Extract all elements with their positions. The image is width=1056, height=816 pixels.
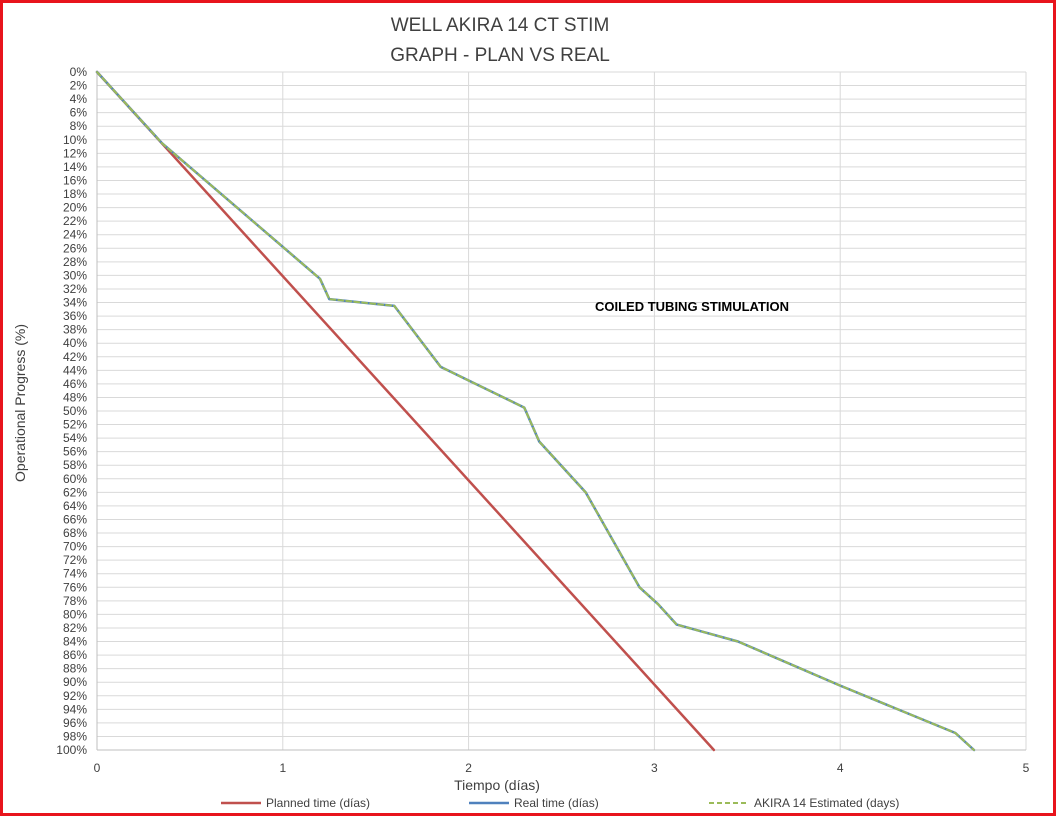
y-axis-label: Operational Progress (%) xyxy=(12,324,28,482)
y-tick-label: 86% xyxy=(63,648,87,662)
y-tick-label: 90% xyxy=(63,675,87,689)
y-tick-label: 60% xyxy=(63,472,87,486)
y-tick-label: 98% xyxy=(63,729,87,743)
axes xyxy=(96,72,1026,751)
y-tick-label: 24% xyxy=(63,228,87,242)
x-tick-label: 5 xyxy=(1023,761,1030,775)
y-tick-label: 84% xyxy=(63,635,87,649)
y-tick-label: 80% xyxy=(63,607,87,621)
y-tick-label: 12% xyxy=(63,146,87,160)
line-chart: WELL AKIRA 14 CT STIM GRAPH - PLAN VS RE… xyxy=(12,15,1030,810)
y-tick-label: 68% xyxy=(63,526,87,540)
y-tick-label: 50% xyxy=(63,404,87,418)
y-tick-label: 64% xyxy=(63,499,87,513)
y-tick-label: 44% xyxy=(63,363,87,377)
legend-entry-label: Planned time (días) xyxy=(266,796,370,810)
x-tick-label: 4 xyxy=(837,761,844,775)
y-tick-label: 62% xyxy=(63,485,87,499)
y-tick-label: 76% xyxy=(63,580,87,594)
chart-title: WELL AKIRA 14 CT STIM GRAPH - PLAN VS RE… xyxy=(390,15,610,66)
y-tick-label: 66% xyxy=(63,512,87,526)
y-tick-label: 70% xyxy=(63,540,87,554)
y-tick-label: 30% xyxy=(63,268,87,282)
y-tick-label: 14% xyxy=(63,160,87,174)
legend: Planned time (días) Real time (días) AKIRA… xyxy=(221,796,899,810)
y-tick-label: 52% xyxy=(63,418,87,432)
y-tick-label: 22% xyxy=(63,214,87,228)
y-tick-label: 4% xyxy=(70,92,88,106)
y-tick-label: 54% xyxy=(63,431,87,445)
y-tick-label: 88% xyxy=(63,662,87,676)
x-tick-label: 1 xyxy=(279,761,286,775)
y-tick-label: 74% xyxy=(63,567,87,581)
x-axis-label: Tiempo (días) xyxy=(454,777,540,793)
y-tick-label: 2% xyxy=(70,79,88,93)
y-tick-label: 34% xyxy=(63,296,87,310)
y-tick-label: 42% xyxy=(63,350,87,364)
chart-title-line-1: WELL AKIRA 14 CT STIM xyxy=(391,15,610,36)
y-tick-label: 72% xyxy=(63,553,87,567)
x-tick-label: 2 xyxy=(465,761,472,775)
y-tick-label: 58% xyxy=(63,458,87,472)
y-tick-label: 38% xyxy=(63,323,87,337)
x-axis-ticks: 0 1 2 3 4 5 xyxy=(94,761,1030,775)
y-tick-label: 28% xyxy=(63,255,87,269)
x-tick-label: 0 xyxy=(94,761,101,775)
y-tick-label: 8% xyxy=(70,119,88,133)
y-tick-label: 48% xyxy=(63,390,87,404)
series-line-akira-14-estimated-days xyxy=(96,71,975,751)
y-tick-label: 100% xyxy=(56,743,87,757)
y-tick-label: 6% xyxy=(70,106,88,120)
y-tick-label: 92% xyxy=(63,689,87,703)
series-line-planned-time-d-as xyxy=(95,70,716,752)
y-axis-ticks: 0%2%4%6%8%10%12%14%16%18%20%22%24%26%28%… xyxy=(56,65,87,757)
y-tick-label: 26% xyxy=(63,241,87,255)
series-lines xyxy=(95,70,976,752)
x-tick-label: 3 xyxy=(651,761,658,775)
chart-title-line-2: GRAPH - PLAN VS REAL xyxy=(390,45,610,66)
y-tick-label: 16% xyxy=(63,173,87,187)
y-tick-label: 40% xyxy=(63,336,87,350)
y-tick-label: 32% xyxy=(63,282,87,296)
y-tick-label: 36% xyxy=(63,309,87,323)
y-tick-label: 18% xyxy=(63,187,87,201)
y-tick-label: 10% xyxy=(63,133,87,147)
y-tick-label: 20% xyxy=(63,201,87,215)
y-tick-label: 94% xyxy=(63,702,87,716)
y-tick-label: 46% xyxy=(63,377,87,391)
y-tick-label: 96% xyxy=(63,716,87,730)
y-tick-label: 78% xyxy=(63,594,87,608)
grid xyxy=(96,71,1027,751)
legend-entry-label: Real time (días) xyxy=(514,796,599,810)
y-tick-label: 56% xyxy=(63,445,87,459)
stage-annotation: COILED TUBING STIMULATION xyxy=(595,299,789,314)
legend-entry-label: AKIRA 14 Estimated (days) xyxy=(754,796,899,810)
y-tick-label: 82% xyxy=(63,621,87,635)
y-tick-label: 0% xyxy=(70,65,88,79)
